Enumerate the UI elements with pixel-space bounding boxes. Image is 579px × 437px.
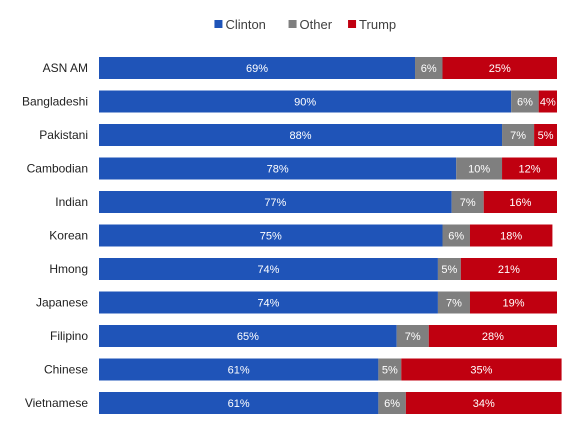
category-label-hmong: Hmong: [49, 262, 88, 276]
category-label-vietnamese: Vietnamese: [25, 396, 88, 410]
data-label-other-chinese: 5%: [382, 365, 398, 377]
bar-trump-indian: [483, 191, 557, 213]
category-label-pakistani: Pakistani: [39, 128, 88, 142]
data-label-trump-cambodian: 12%: [519, 164, 541, 176]
data-label-other-pakistani: 7%: [510, 130, 526, 142]
data-label-other-korean: 6%: [448, 231, 464, 243]
data-label-clinton-vietnamese: 61%: [228, 398, 250, 410]
data-label-other-cambodian: 10%: [468, 164, 490, 176]
bar-clinton-hmong: [99, 258, 438, 280]
category-labels: ASN AM Bangladeshi Pakistani Cambodian India…: [22, 61, 88, 410]
data-label-other-indian: 7%: [460, 197, 476, 209]
bar-clinton-japanese: [99, 291, 438, 314]
bar-clinton-cambodian: [99, 157, 457, 180]
data-label-clinton-korean: 75%: [260, 231, 282, 243]
bar-trump-japanese: [469, 291, 557, 314]
category-label-japanese: Japanese: [36, 296, 88, 310]
legend: Clinton Other Trump: [214, 17, 396, 32]
bar-trump-filipino: [428, 325, 557, 347]
legend-swatch-other: [288, 20, 297, 28]
category-label-chinese: Chinese: [44, 363, 88, 377]
category-label-asn-am: ASN AM: [43, 61, 88, 75]
bar-other-chinese: [378, 358, 402, 381]
data-label-clinton-filipino: 65%: [237, 331, 259, 343]
category-label-bangladeshi: Bangladeshi: [22, 95, 88, 109]
category-label-cambodian: Cambodian: [27, 162, 88, 176]
bar-other-cambodian: [456, 157, 503, 180]
data-label-trump-korean: 18%: [500, 231, 522, 243]
bars: [99, 57, 562, 414]
data-label-clinton-cambodian: 78%: [267, 164, 289, 176]
data-label-clinton-indian: 77%: [264, 197, 286, 209]
bar-trump-vietnamese: [405, 392, 562, 414]
bar-other-indian: [451, 191, 484, 213]
data-label-clinton-chinese: 61%: [228, 365, 250, 377]
data-label-trump-bangladeshi: 4%: [540, 97, 556, 109]
data-label-trump-indian: 16%: [509, 197, 531, 209]
bar-other-pakistani: [502, 124, 535, 146]
legend-swatch-trump: [348, 20, 357, 28]
data-label-other-japanese: 7%: [446, 298, 462, 310]
legend-swatch-clinton: [214, 20, 223, 28]
data-label-clinton-hmong: 74%: [257, 264, 279, 276]
data-label-trump-japanese: 19%: [502, 298, 524, 310]
bar-other-bangladeshi: [511, 90, 539, 113]
bar-trump-bangladeshi: [538, 90, 557, 113]
legend-label-trump: Trump: [359, 17, 396, 32]
bar-trump-cambodian: [502, 157, 557, 180]
legend-label-other: Other: [300, 17, 333, 32]
data-label-trump-chinese: 35%: [470, 365, 492, 377]
data-label-other-hmong: 5%: [441, 264, 457, 276]
bar-other-asn-am: [415, 57, 443, 79]
bar-other-korean: [442, 224, 470, 247]
bar-clinton-vietnamese: [99, 392, 379, 414]
bar-clinton-korean: [99, 224, 443, 247]
data-labels: 69% 6% 25% 90% 6% 4% 88% 7% 5% 78% 10% 12% 77% 7% 16% 7…: [228, 63, 556, 410]
bar-trump-pakistani: [534, 124, 557, 146]
data-label-trump-filipino: 28%: [482, 331, 504, 343]
bar-other-japanese: [437, 291, 470, 314]
bar-other-filipino: [396, 325, 429, 347]
data-label-clinton-japanese: 74%: [257, 298, 279, 310]
bar-clinton-indian: [99, 191, 452, 213]
bar-other-vietnamese: [378, 392, 406, 414]
data-label-other-bangladeshi: 6%: [517, 97, 533, 109]
category-label-indian: Indian: [55, 195, 88, 209]
bar-trump-chinese: [401, 358, 562, 381]
data-label-clinton-asn-am: 69%: [246, 63, 268, 75]
category-label-korean: Korean: [49, 229, 88, 243]
data-label-trump-pakistani: 5%: [538, 130, 554, 142]
data-label-clinton-pakistani: 88%: [290, 130, 312, 142]
data-label-other-filipino: 7%: [405, 331, 421, 343]
bar-clinton-asn-am: [99, 57, 416, 79]
data-label-trump-hmong: 21%: [498, 264, 520, 276]
bar-clinton-bangladeshi: [99, 90, 512, 113]
bar-trump-korean: [469, 224, 553, 247]
legend-label-clinton: Clinton: [225, 17, 265, 32]
bar-other-hmong: [437, 258, 461, 280]
data-label-clinton-bangladeshi: 90%: [294, 97, 316, 109]
bar-trump-asn-am: [442, 57, 557, 79]
data-label-trump-vietnamese: 34%: [473, 398, 495, 410]
bar-clinton-chinese: [99, 358, 379, 381]
data-label-other-asn-am: 6%: [421, 63, 437, 75]
bar-clinton-filipino: [99, 325, 397, 347]
category-label-filipino: Filipino: [50, 329, 88, 343]
data-label-trump-asn-am: 25%: [489, 63, 511, 75]
data-label-other-vietnamese: 6%: [384, 398, 400, 410]
bar-clinton-pakistani: [99, 124, 503, 146]
bar-trump-hmong: [460, 258, 557, 280]
